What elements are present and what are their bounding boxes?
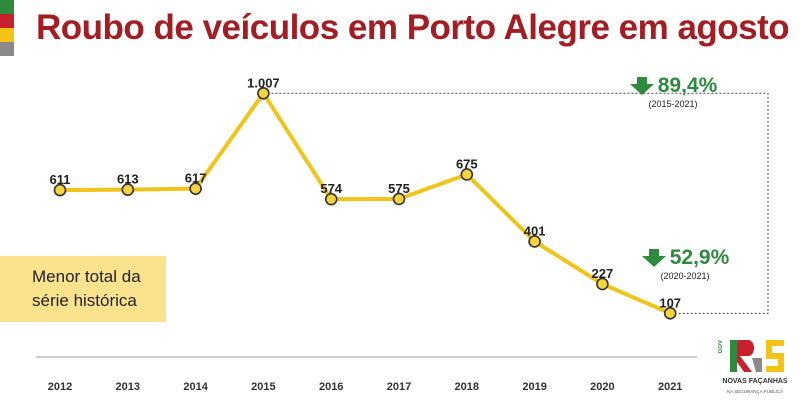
- lowest-total-note: Menor total da série histórica: [0, 256, 166, 322]
- value-label-2015: 1.007: [247, 75, 280, 90]
- rs-government-logo: GOV NOVAS FAÇANHAS NA SEGURANÇA PÚBLICA: [718, 338, 792, 404]
- chart-title: Roubo de veículos em Porto Alegre em ago…: [36, 8, 790, 47]
- flag-stripes: [0, 0, 14, 56]
- flag-stripe-green: [0, 0, 14, 14]
- value-label-2016: 574: [320, 181, 342, 196]
- callout-period: (2020-2021): [660, 271, 710, 281]
- callout-percent: 52,9%: [669, 246, 730, 269]
- x-tick-2019: 2019: [522, 381, 546, 393]
- x-tick-labels: 2012 2013 2014 2015 2016 2017 2018 2019 2020 2021: [48, 381, 683, 393]
- data-points: [53, 86, 677, 320]
- logo-tag: GOV: [718, 340, 724, 354]
- value-label-2020: 227: [592, 266, 614, 281]
- flag-stripe-gray: [0, 42, 14, 56]
- down-arrow-icon: [629, 77, 654, 95]
- value-label-2014: 617: [185, 171, 207, 186]
- logo-subtitle: NA SEGURANÇA PÚBLICA: [726, 389, 784, 394]
- value-label-2012: 611: [50, 172, 71, 187]
- value-label-2013: 613: [117, 172, 139, 187]
- value-label-2021: 107: [659, 295, 681, 310]
- value-labels: 611 613 617 1.007 574 575 675 401 227 107: [50, 75, 682, 310]
- value-label-2019: 401: [524, 223, 546, 238]
- x-tick-2013: 2013: [116, 381, 140, 393]
- data-point-2017: [392, 192, 406, 206]
- value-label-2018: 675: [456, 156, 478, 171]
- callout-percent: 89,4%: [657, 74, 718, 97]
- data-point-2019: [528, 235, 541, 248]
- callout-2020-2021: 52,9% (2020-2021): [630, 246, 740, 281]
- data-point-2018: [460, 168, 474, 181]
- data-point-2014: [189, 182, 202, 195]
- down-arrow-icon: [641, 249, 666, 267]
- comparison-bracket: [271, 92, 769, 314]
- x-tick-2015: 2015: [251, 381, 275, 393]
- note-line-2: série histórica: [32, 291, 137, 310]
- data-point-2013: [121, 183, 135, 196]
- data-point-2021: [663, 307, 677, 320]
- logo-name: NOVAS FAÇANHAS: [722, 378, 788, 385]
- callout-period: (2015-2021): [648, 99, 698, 109]
- data-point-2016: [324, 192, 338, 206]
- x-tick-2014: 2014: [183, 381, 208, 393]
- x-tick-2012: 2012: [48, 381, 72, 393]
- x-tick-2021: 2021: [658, 381, 682, 393]
- note-line-1: Menor total da: [32, 267, 141, 286]
- flag-stripe-yellow: [0, 28, 14, 42]
- data-point-2015: [257, 86, 270, 100]
- data-point-2012: [53, 183, 67, 197]
- callout-2015-2021: 89,4% (2015-2021): [618, 74, 728, 109]
- x-tick-2020: 2020: [590, 381, 614, 393]
- x-tick-2016: 2016: [319, 381, 343, 393]
- flag-stripe-red: [0, 14, 14, 28]
- logo-mark: [730, 340, 784, 372]
- x-tick-2017: 2017: [387, 381, 411, 393]
- x-tick-2018: 2018: [455, 381, 479, 393]
- value-label-2017: 575: [388, 181, 410, 196]
- series-line: [58, 91, 673, 316]
- data-point-2020: [596, 277, 609, 291]
